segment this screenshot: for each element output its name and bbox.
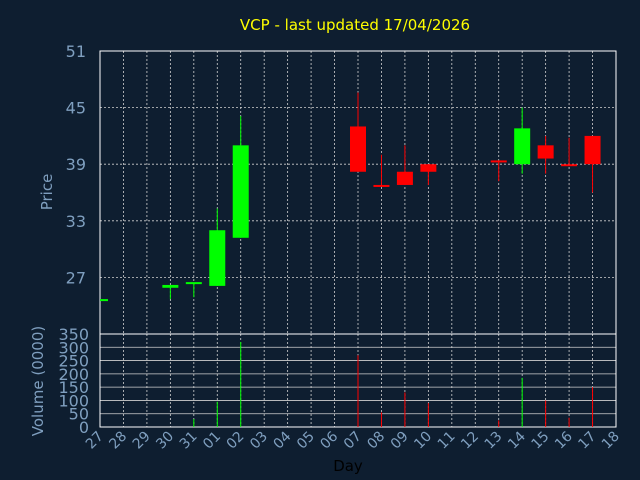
x-tick-label: 16 xyxy=(552,428,576,452)
price-y-tick-label: 51 xyxy=(66,42,86,61)
candle-body xyxy=(350,126,366,172)
candle-15 xyxy=(537,135,554,174)
candle-09 xyxy=(396,145,413,185)
x-tick-label: 13 xyxy=(482,429,506,453)
x-tick-label: 09 xyxy=(388,429,412,453)
x-tick-label: 17 xyxy=(575,429,599,453)
price-y-tick-label: 39 xyxy=(66,155,86,174)
volume-y-tick-label: 250 xyxy=(58,352,89,371)
candle-31 xyxy=(185,282,202,298)
x-ticks: 27 28 29 30 31 01 02 03 04 05 06 07 08 09 10 11 12 13 14 15… xyxy=(83,428,623,452)
candle-08 xyxy=(373,154,390,187)
candle-07 xyxy=(350,92,366,172)
candle-body xyxy=(420,164,437,172)
candle-body xyxy=(584,135,601,165)
candle-body xyxy=(537,145,554,159)
candle-02 xyxy=(232,116,249,238)
volume-axis-label: Volume (0000) xyxy=(29,326,47,436)
candle-30 xyxy=(162,284,179,300)
candle-body xyxy=(100,299,108,302)
candle-13 xyxy=(490,160,507,182)
x-tick-label: 30 xyxy=(153,429,177,453)
candle-27 xyxy=(100,299,108,302)
volume-y-tick-label: 50 xyxy=(69,405,89,424)
volume-y-tick-label: 150 xyxy=(58,378,89,397)
x-tick-label: 10 xyxy=(411,429,435,453)
candle-body xyxy=(185,282,202,285)
candle-body xyxy=(561,164,578,167)
candle-10 xyxy=(420,164,437,185)
x-tick-label: 18 xyxy=(599,429,623,453)
price-y-tick-label: 27 xyxy=(66,268,86,287)
volume-y-tick-label: 200 xyxy=(58,365,89,384)
x-tick-label: 02 xyxy=(224,429,248,453)
volume-y-tick-label: 0 xyxy=(79,418,89,437)
x-tick-label: 29 xyxy=(130,429,154,453)
price-gridlines xyxy=(100,51,616,334)
candle-body xyxy=(232,145,249,238)
x-tick-label: 03 xyxy=(247,429,271,453)
candle-01 xyxy=(209,208,226,286)
candle-body xyxy=(490,160,507,163)
price-y-tick-label: 33 xyxy=(66,212,86,231)
x-tick-label: 08 xyxy=(364,429,388,453)
price-axis-label: Price xyxy=(38,174,56,211)
candle-body xyxy=(209,230,226,286)
candle-17 xyxy=(584,135,601,193)
x-tick-label: 15 xyxy=(529,429,553,453)
price-y-ticks: 27 33 39 45 51 xyxy=(66,42,86,287)
candle-body xyxy=(514,128,531,165)
volume-y-tick-label: 100 xyxy=(58,391,89,410)
volume-bars xyxy=(193,341,594,427)
x-tick-label: 05 xyxy=(294,429,318,453)
candles xyxy=(100,92,601,302)
volume-y-tick-label: 300 xyxy=(58,338,89,357)
x-tick-label: 11 xyxy=(435,429,459,453)
x-tick-label: 06 xyxy=(317,428,341,452)
x-tick-label: 31 xyxy=(177,429,201,453)
x-tick-label: 12 xyxy=(458,429,482,453)
candle-body xyxy=(373,184,390,187)
x-tick-label: 04 xyxy=(271,428,295,452)
candle-body xyxy=(396,171,413,185)
x-tick-label: 14 xyxy=(505,428,529,452)
candle-14 xyxy=(514,107,531,174)
x-axis-label: Day xyxy=(333,457,363,475)
x-tick-label: 07 xyxy=(341,429,365,453)
price-y-tick-label: 45 xyxy=(66,99,86,118)
candle-body xyxy=(162,284,179,288)
x-tick-label: 28 xyxy=(106,429,130,453)
volume-y-tick-label: 350 xyxy=(58,325,89,344)
chart-title: VCP - last updated 17/04/2026 xyxy=(240,16,470,34)
x-tick-label: 01 xyxy=(200,429,224,453)
candle-16 xyxy=(561,137,578,167)
